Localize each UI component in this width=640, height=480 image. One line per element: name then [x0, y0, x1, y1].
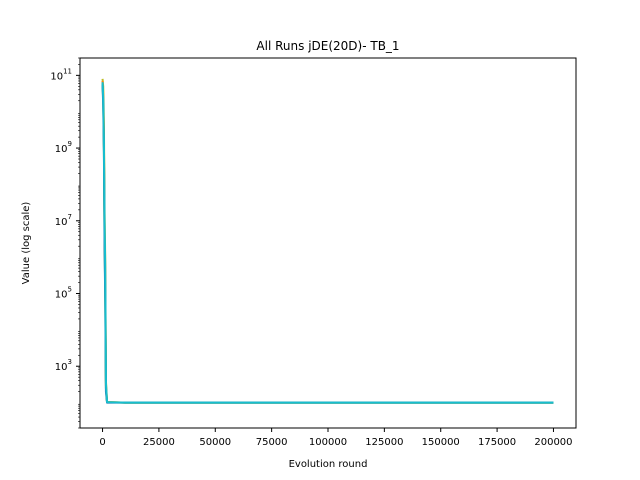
y-tick-label: 105 — [55, 286, 72, 301]
y-tick-label: 107 — [55, 213, 72, 228]
y-tick-base: 10 — [55, 144, 68, 155]
y-tick-base: 10 — [55, 362, 68, 373]
y-tick-label: 103 — [55, 358, 72, 373]
x-tick-label: 50000 — [199, 437, 231, 448]
x-tick-label: 25000 — [143, 437, 175, 448]
y-axis-label: Value (log scale) — [21, 202, 32, 285]
x-tick-label: 100000 — [309, 437, 347, 448]
x-tick-label: 0 — [99, 437, 105, 448]
y-tick-exponent: 7 — [68, 213, 72, 221]
y-tick-base: 10 — [55, 290, 68, 301]
y-tick-exponent: 3 — [68, 358, 72, 366]
x-tick-label: 150000 — [422, 437, 460, 448]
y-tick-label: 109 — [55, 140, 72, 155]
x-tick-label: 175000 — [478, 437, 516, 448]
series-layer — [101, 78, 554, 404]
x-tick-label: 125000 — [365, 437, 403, 448]
x-axis: 0 25000 50000 75000 100000 125000 150000 175000… — [99, 428, 573, 448]
y-tick-base: 10 — [50, 71, 63, 82]
series-line-5 — [101, 82, 554, 404]
y-tick-label: 1011 — [50, 67, 72, 82]
x-axis-label: Evolution round — [289, 459, 368, 470]
x-tick-label: 200000 — [534, 437, 572, 448]
y-tick-base: 10 — [55, 217, 68, 228]
chart-title: All Runs jDE(20D)- TB_1 — [256, 39, 399, 53]
y-tick-exponent: 5 — [68, 286, 72, 294]
y-tick-exponent: 9 — [68, 140, 72, 148]
x-tick-label: 75000 — [256, 437, 288, 448]
y-tick-exponent: 11 — [63, 67, 72, 75]
